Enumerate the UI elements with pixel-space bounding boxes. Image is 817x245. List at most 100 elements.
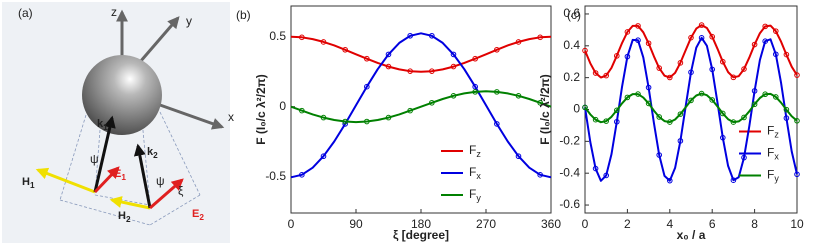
vector-label: E1 — [114, 168, 126, 182]
marker — [407, 68, 413, 74]
marker — [709, 33, 716, 40]
marker — [342, 118, 348, 125]
marker — [688, 34, 694, 41]
x-axis-label: ξ [degree] — [393, 228, 449, 242]
vector-label: k1 — [97, 118, 108, 132]
vector-label: H1 — [22, 176, 35, 190]
marker — [709, 66, 716, 73]
series-line — [584, 36, 798, 182]
axes-arrows — [116, 9, 225, 130]
series-line — [290, 32, 552, 179]
y-axis-label: F (I₀/c λ²/2π) — [254, 74, 268, 145]
series-line — [584, 92, 798, 124]
series — [582, 90, 800, 125]
marker — [635, 37, 641, 44]
marker — [730, 74, 737, 81]
marker — [794, 171, 800, 178]
marker — [730, 119, 737, 125]
vector-label: E2 — [192, 208, 204, 222]
marker — [450, 63, 457, 70]
diagram-panel: (a) z y x k1 k2 ψ ψ H1 H2 E1 E2 ξ — [2, 2, 234, 243]
vector-label: H2 — [118, 210, 131, 224]
panel-label: (b) — [236, 8, 251, 22]
legend-label: Fx — [767, 146, 779, 162]
marker — [515, 39, 522, 45]
legend-label: Fz — [767, 124, 779, 140]
marker — [603, 118, 610, 124]
marker — [429, 32, 435, 39]
marker — [592, 70, 599, 76]
marker — [592, 165, 599, 172]
marker — [364, 83, 370, 90]
marker — [645, 40, 652, 47]
marker — [603, 72, 610, 79]
legend-label: Fy — [469, 187, 481, 203]
y-tick-label: -0.5 — [265, 169, 286, 183]
marker — [429, 99, 435, 106]
marker — [741, 66, 747, 72]
marker — [698, 22, 705, 28]
panel-label: (c) — [567, 8, 581, 22]
marker — [515, 153, 522, 160]
guides — [59, 111, 201, 226]
marker — [582, 104, 588, 111]
marker — [603, 172, 610, 179]
marker — [794, 118, 800, 124]
marker — [741, 154, 747, 161]
marker — [592, 116, 599, 123]
y-tick-label: -0.4 — [559, 165, 580, 179]
vector-label: k2 — [147, 146, 158, 160]
y-tick-label: 0.5 — [269, 29, 286, 43]
marker — [385, 51, 392, 58]
y-tick-label: 0.4 — [563, 38, 580, 52]
marker — [450, 51, 457, 58]
plot-frame — [290, 5, 552, 214]
marker — [720, 134, 726, 141]
marker — [385, 114, 392, 121]
y-tick-label: -0.2 — [559, 134, 580, 148]
panel-label: (a) — [18, 6, 33, 20]
marker — [614, 118, 620, 125]
angle-label: ψ — [90, 152, 99, 166]
marker — [667, 177, 673, 184]
legend-label: Fx — [469, 165, 481, 181]
marker — [773, 28, 779, 34]
marker — [730, 177, 737, 183]
marker — [320, 114, 327, 121]
series-line — [290, 90, 552, 124]
x-axis-label: x₀ / a — [677, 228, 706, 242]
angle-label: ψ — [156, 174, 165, 188]
marker — [667, 119, 673, 125]
marker — [299, 34, 305, 41]
marker — [429, 68, 435, 74]
marker — [320, 153, 327, 160]
marker — [537, 172, 543, 178]
legend-item: Fx — [739, 146, 779, 162]
axis-name: x — [228, 110, 234, 124]
marker — [364, 118, 370, 125]
vectors — [35, 115, 184, 210]
legend-item: Fz — [441, 143, 481, 159]
legend-label: Fz — [469, 143, 481, 159]
x-tick-label: 4 — [666, 217, 673, 231]
marker — [751, 101, 758, 108]
marker — [656, 65, 663, 71]
marker — [667, 74, 673, 81]
marker — [624, 53, 631, 60]
y-axis-label: F (I₀/c λ²/2π) — [538, 74, 552, 145]
y-tick-label: 0 — [279, 99, 286, 113]
y-tick-label: 0.2 — [563, 70, 580, 84]
marker — [494, 46, 500, 53]
marker — [783, 106, 790, 113]
x-tick-label: 6 — [709, 217, 716, 231]
x-tick-label: 0 — [288, 217, 295, 231]
marker — [614, 107, 620, 114]
x-tick-label: 360 — [541, 217, 561, 231]
series — [582, 22, 800, 81]
series — [290, 89, 552, 125]
marker — [773, 94, 779, 100]
marker — [537, 99, 543, 106]
series — [290, 34, 552, 74]
legend-item: Fx — [441, 165, 481, 181]
